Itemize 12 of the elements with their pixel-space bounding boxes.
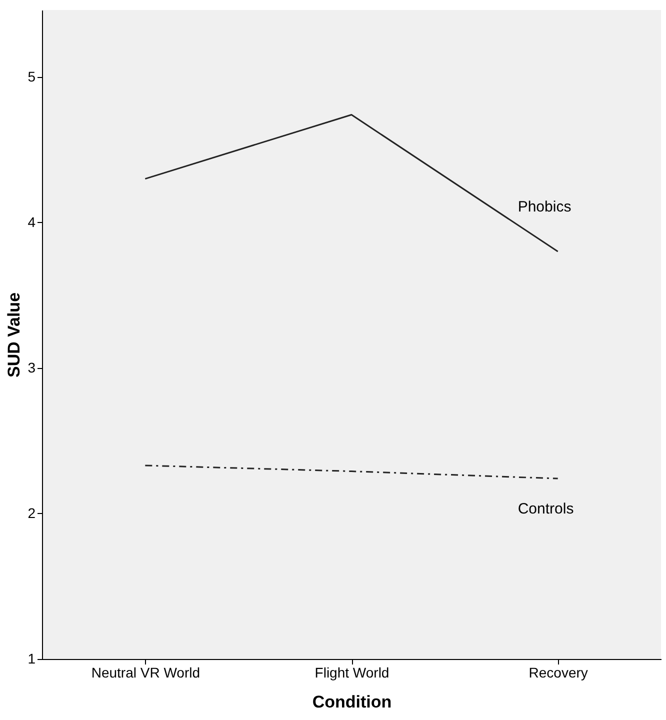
x-axis-title: Condition: [312, 692, 392, 712]
y-tick-label: 5: [28, 68, 36, 84]
series-label: Phobics: [518, 198, 572, 216]
series-label: Controls: [518, 500, 574, 518]
x-tick-label: Recovery: [528, 664, 588, 680]
y-tick-label: 4: [28, 214, 36, 230]
y-tick-label: 1: [28, 650, 36, 666]
y-axis-title: SUD Value: [4, 292, 24, 378]
y-tick-label: 3: [28, 359, 36, 376]
y-tick-label: 2: [28, 504, 36, 521]
x-tick-label: Flight World: [314, 664, 390, 680]
x-tick-label: Neutral VR World: [91, 664, 200, 680]
